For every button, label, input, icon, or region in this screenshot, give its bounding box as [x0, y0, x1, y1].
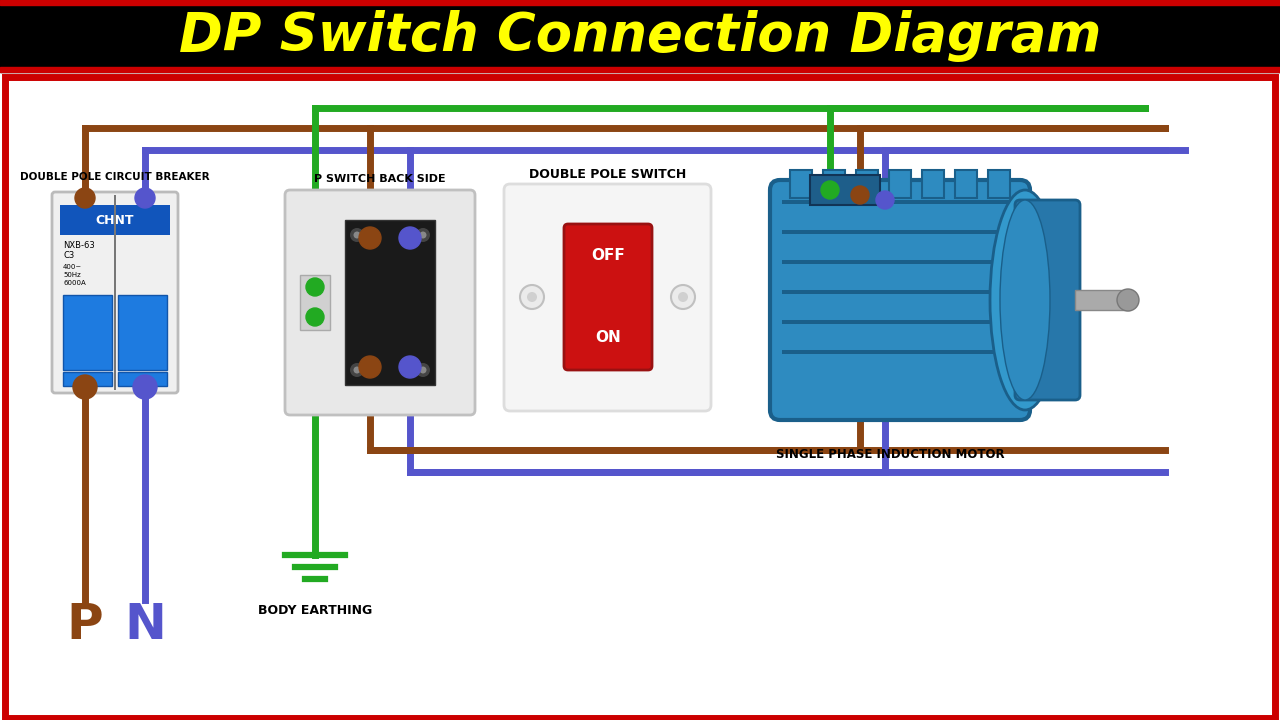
Text: 400~: 400~	[63, 264, 82, 270]
FancyBboxPatch shape	[504, 184, 710, 411]
Bar	[300, 275, 330, 330]
Bar	[988, 170, 1010, 198]
Circle shape	[520, 285, 544, 309]
Bar	[922, 170, 945, 198]
Bar	[118, 372, 166, 386]
Bar	[0, 0, 1280, 5]
Text: CHNT: CHNT	[96, 214, 134, 227]
Bar	[782, 290, 1018, 294]
Bar	[782, 260, 1018, 264]
Bar	[782, 200, 1018, 204]
Circle shape	[1117, 289, 1139, 311]
FancyBboxPatch shape	[285, 190, 475, 415]
Bar	[114, 195, 116, 390]
Circle shape	[73, 375, 97, 399]
Circle shape	[358, 356, 381, 378]
Circle shape	[851, 186, 869, 204]
Bar	[810, 175, 881, 205]
Circle shape	[308, 310, 323, 324]
Circle shape	[306, 278, 324, 296]
Bar	[118, 295, 166, 370]
Circle shape	[527, 292, 538, 302]
Text: 50Hz: 50Hz	[63, 272, 81, 278]
Bar	[63, 295, 113, 370]
Bar	[0, 0, 1280, 72]
Circle shape	[416, 363, 430, 377]
Text: N: N	[124, 601, 166, 649]
Circle shape	[671, 285, 695, 309]
Ellipse shape	[989, 190, 1060, 410]
Text: 6000A: 6000A	[63, 280, 86, 286]
Bar	[856, 170, 878, 198]
Circle shape	[399, 356, 421, 378]
Bar	[346, 220, 435, 385]
Bar	[63, 372, 113, 386]
Circle shape	[399, 227, 421, 249]
Text: P SWITCH BACK SIDE: P SWITCH BACK SIDE	[314, 174, 445, 184]
Circle shape	[420, 366, 426, 374]
FancyBboxPatch shape	[52, 192, 178, 393]
Bar	[1075, 290, 1130, 310]
Bar	[5, 77, 1275, 718]
Bar	[782, 320, 1018, 324]
Text: BODY EARTHING: BODY EARTHING	[257, 603, 372, 616]
Text: C3: C3	[63, 251, 74, 259]
Bar	[0, 67, 1280, 72]
Bar	[955, 170, 977, 198]
Text: NXB-63: NXB-63	[63, 240, 95, 250]
Circle shape	[678, 292, 689, 302]
Circle shape	[76, 188, 95, 208]
FancyBboxPatch shape	[771, 180, 1030, 420]
Circle shape	[306, 308, 324, 326]
Circle shape	[134, 188, 155, 208]
Circle shape	[308, 280, 323, 294]
Circle shape	[416, 228, 430, 242]
Bar	[60, 205, 170, 235]
FancyBboxPatch shape	[1015, 200, 1080, 400]
Bar	[823, 170, 845, 198]
Circle shape	[133, 375, 157, 399]
Circle shape	[420, 232, 426, 238]
Circle shape	[349, 363, 364, 377]
Text: DOUBLE POLE SWITCH: DOUBLE POLE SWITCH	[529, 168, 686, 181]
Text: DOUBLE POLE CIRCUIT BREAKER: DOUBLE POLE CIRCUIT BREAKER	[20, 172, 210, 182]
Bar	[790, 170, 812, 198]
Text: ON: ON	[595, 330, 621, 346]
Bar	[782, 230, 1018, 234]
Text: OFF: OFF	[591, 248, 625, 264]
Bar	[782, 350, 1018, 354]
Circle shape	[353, 366, 361, 374]
Bar	[890, 170, 911, 198]
Text: DP Switch Connection Diagram: DP Switch Connection Diagram	[179, 10, 1101, 62]
Circle shape	[349, 228, 364, 242]
Text: SINGLE PHASE INDUCTION MOTOR: SINGLE PHASE INDUCTION MOTOR	[776, 449, 1005, 462]
Circle shape	[820, 181, 838, 199]
FancyBboxPatch shape	[564, 224, 652, 370]
Circle shape	[876, 191, 893, 209]
Ellipse shape	[1000, 200, 1050, 400]
Circle shape	[353, 232, 361, 238]
Text: P: P	[67, 601, 104, 649]
Circle shape	[358, 227, 381, 249]
